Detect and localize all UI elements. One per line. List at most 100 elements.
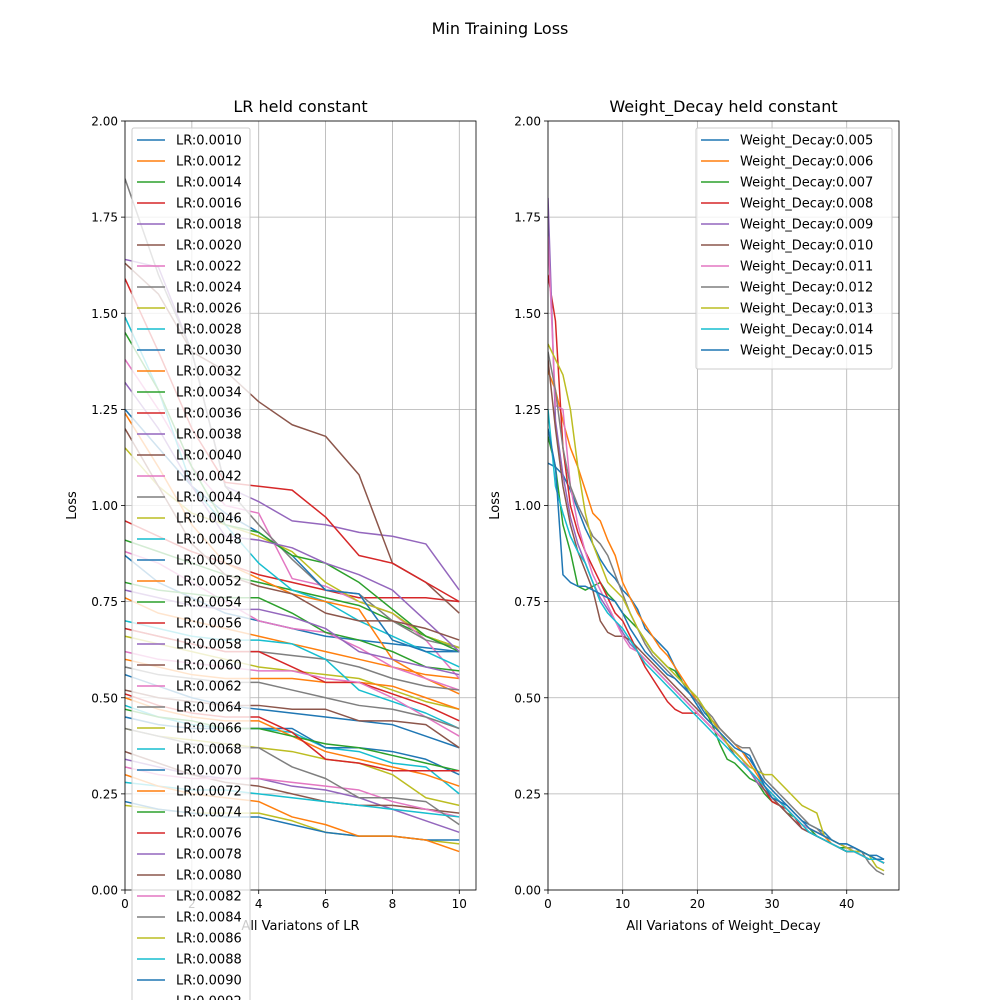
y-tick-label: 0.00	[91, 884, 118, 898]
y-tick-label: 0.50	[514, 691, 541, 705]
x-tick-label: 4	[255, 897, 263, 911]
legend-label: LR:0.0036	[176, 407, 242, 422]
legend-label: LR:0.0068	[176, 743, 242, 758]
y-tick-label: 1.25	[91, 403, 118, 417]
legend-label: LR:0.0010	[176, 134, 242, 149]
legend-label: LR:0.0018	[176, 218, 242, 233]
series-line	[548, 462, 885, 860]
x-tick-label: 0	[121, 897, 129, 911]
x-tick-label: 40	[839, 897, 854, 911]
y-tick-label: 2.00	[91, 115, 118, 129]
legend-label: LR:0.0030	[176, 344, 242, 359]
x-tick-label: 6	[322, 897, 330, 911]
chart-title: Weight_Decay held constant	[609, 97, 837, 117]
legend-label: LR:0.0038	[176, 428, 242, 443]
legend-label: LR:0.0074	[176, 806, 242, 821]
legend-label: LR:0.0088	[176, 953, 242, 968]
legend-label: LR:0.0090	[176, 974, 242, 989]
y-tick-label: 1.00	[91, 499, 118, 513]
legend-label: Weight_Decay:0.006	[740, 155, 873, 170]
y-axis-label: Loss	[488, 491, 503, 520]
legend-label: LR:0.0082	[176, 890, 242, 905]
legend-label: LR:0.0070	[176, 764, 242, 779]
legend-label: LR:0.0040	[176, 449, 242, 464]
series-line	[548, 409, 885, 864]
x-tick-label: 10	[452, 897, 467, 911]
legend-label: LR:0.0012	[176, 155, 242, 170]
series-line	[548, 428, 885, 860]
legend-label: Weight_Decay:0.014	[740, 323, 873, 338]
legend: Weight_Decay:0.005 Weight_Decay:0.006 Weig…	[695, 127, 893, 370]
legend-label: Weight_Decay:0.007	[740, 176, 873, 191]
y-tick-label: 1.75	[91, 211, 118, 225]
legend-label: LR:0.0046	[176, 512, 242, 527]
legend-label: LR:0.0020	[176, 239, 242, 254]
lr-held-constant-chart: LR held constant All Variatons of LR Los…	[65, 97, 477, 1000]
chart-title: LR held constant	[233, 97, 367, 116]
legend-label: LR:0.0052	[176, 575, 242, 590]
legend-label: LR:0.0032	[176, 365, 242, 380]
y-tick-label: 0.25	[91, 787, 118, 801]
y-tick-label: 1.50	[91, 307, 118, 321]
legend-label: Weight_Decay:0.015	[740, 344, 873, 359]
x-tick-label: 30	[764, 897, 779, 911]
legend-label: Weight_Decay:0.005	[740, 134, 873, 149]
y-tick-label: 2.00	[514, 115, 541, 129]
series-line	[548, 370, 885, 864]
x-axis-label: All Variatons of LR	[241, 919, 359, 934]
legend-label: LR:0.0062	[176, 680, 242, 695]
series-line	[548, 343, 885, 872]
y-tick-label: 0.25	[514, 787, 541, 801]
series-line	[548, 359, 885, 864]
legend-label: LR:0.0022	[176, 260, 242, 275]
y-tick-label: 0.75	[514, 595, 541, 609]
y-tick-label: 1.00	[514, 499, 541, 513]
legend-box	[695, 127, 893, 370]
legend-label: LR:0.0060	[176, 659, 242, 674]
legend: LR:0.0010 LR:0.0012 LR:0.0014 LR:0.0016 LR:0…	[131, 127, 251, 1000]
y-tick-label: 1.75	[514, 211, 541, 225]
legend-label: LR:0.0056	[176, 617, 242, 632]
legend-label: LR:0.0084	[176, 911, 242, 926]
legend-label: LR:0.0024	[176, 281, 242, 296]
x-axis-label: All Variatons of Weight_Decay	[626, 919, 821, 934]
legend-label: LR:0.0042	[176, 470, 242, 485]
y-tick-label: 0.00	[514, 884, 541, 898]
legend-label: LR:0.0048	[176, 533, 242, 548]
legend-label: LR:0.0058	[176, 638, 242, 653]
y-tick-label: 1.50	[514, 307, 541, 321]
legend-label: LR:0.0054	[176, 596, 242, 611]
y-axis-label: Loss	[65, 491, 80, 520]
legend-label: LR:0.0044	[176, 491, 242, 506]
legend-label: LR:0.0086	[176, 932, 242, 947]
y-tick-label: 0.50	[91, 691, 118, 705]
legend-label: LR:0.0016	[176, 197, 242, 212]
legend-label: LR:0.0066	[176, 722, 242, 737]
legend-box	[131, 127, 251, 1000]
legend-label: Weight_Decay:0.010	[740, 239, 873, 254]
legend-label: Weight_Decay:0.013	[740, 302, 873, 317]
weight-decay-held-constant-chart: Weight_Decay held constant All Variatons…	[488, 97, 900, 934]
legend-label: LR:0.0092	[176, 995, 242, 1000]
x-tick-label: 0	[544, 897, 552, 911]
legend-label: LR:0.0078	[176, 848, 242, 863]
legend-label: LR:0.0080	[176, 869, 242, 884]
legend-label: LR:0.0050	[176, 554, 242, 569]
legend-label: LR:0.0028	[176, 323, 242, 338]
legend-label: Weight_Decay:0.008	[740, 197, 873, 212]
legend-label: LR:0.0076	[176, 827, 242, 842]
legend-label: Weight_Decay:0.011	[740, 260, 873, 275]
legend-label: LR:0.0072	[176, 785, 242, 800]
x-tick-label: 20	[690, 897, 705, 911]
legend-label: Weight_Decay:0.009	[740, 218, 873, 233]
y-tick-label: 1.25	[514, 403, 541, 417]
legend-label: LR:0.0026	[176, 302, 242, 317]
figure-suptitle: Min Training Loss	[432, 19, 569, 38]
legend-label: LR:0.0064	[176, 701, 242, 716]
legend-label: LR:0.0034	[176, 386, 242, 401]
y-tick-label: 0.75	[91, 595, 118, 609]
legend-label: LR:0.0014	[176, 176, 242, 191]
x-tick-label: 10	[615, 897, 630, 911]
series-line	[548, 436, 885, 864]
